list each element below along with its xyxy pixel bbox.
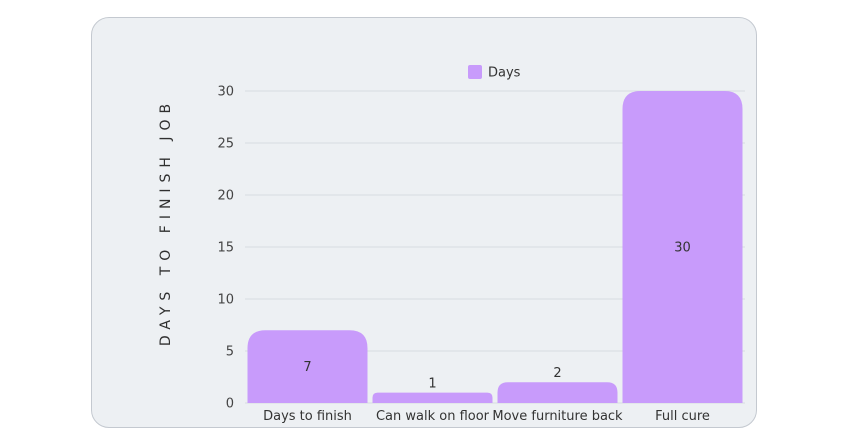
data-label: 2 (553, 366, 561, 381)
legend-swatch (468, 65, 482, 79)
x-tick-label: Can walk on floor (376, 409, 490, 424)
y-tick-label: 20 (217, 189, 234, 204)
bar (247, 330, 368, 403)
x-axis-ticks: Days to finish Can walk on floor Move furn… (263, 409, 710, 424)
data-label: 1 (428, 377, 436, 392)
x-tick-label: Move furniture back (492, 409, 623, 424)
y-tick-label: 30 (217, 85, 234, 100)
y-axis-ticks: 0 5 10 15 20 25 30 (217, 85, 234, 412)
y-tick-label: 0 (226, 397, 234, 412)
bar (497, 382, 618, 403)
y-axis-label: DAYS TO FINISH JOB (158, 98, 174, 346)
legend: Days (468, 65, 521, 81)
y-tick-label: 10 (217, 293, 234, 308)
data-label: 30 (674, 241, 691, 256)
y-tick-label: 15 (217, 241, 234, 256)
bar (622, 91, 743, 403)
bars: 7 1 2 30 (247, 91, 743, 403)
legend-label: Days (488, 66, 521, 81)
x-tick-label: Days to finish (263, 409, 352, 424)
y-tick-label: 25 (217, 137, 234, 152)
y-tick-label: 5 (226, 345, 234, 360)
data-label: 7 (303, 360, 311, 375)
x-tick-label: Full cure (655, 409, 710, 424)
bar (372, 392, 493, 403)
